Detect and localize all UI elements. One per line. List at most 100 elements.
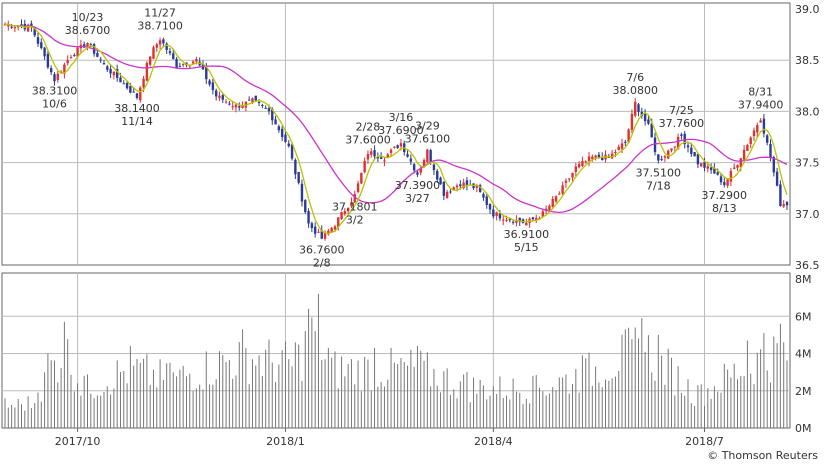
candle-body (248, 100, 250, 101)
candle-body (492, 210, 494, 217)
candle-body (132, 92, 134, 93)
price-y-tick-label: 39.0 (795, 3, 820, 16)
candle-body (753, 130, 755, 136)
candle-body (495, 212, 497, 216)
candle-body (631, 114, 633, 130)
candle-body (146, 63, 148, 81)
candle-body (776, 172, 778, 186)
candle-body (693, 152, 695, 156)
candle-body (215, 91, 217, 97)
candle-body (664, 156, 666, 157)
candle-body (43, 48, 45, 57)
candle-body (172, 53, 174, 59)
candle-body (258, 102, 260, 103)
candle-body (96, 53, 98, 57)
x-tick-label: 2018/7 (685, 435, 724, 448)
price-y-tick-label: 38.5 (795, 54, 820, 67)
candle-body (561, 185, 563, 193)
candle-body (70, 57, 72, 58)
candle-body (763, 119, 765, 134)
candle-body (149, 57, 151, 65)
candle-body (502, 220, 504, 221)
candle-body (710, 167, 712, 170)
price-annotation-label: 38.6700 (65, 24, 111, 37)
candle-body (373, 150, 375, 156)
price-annotation-label: 3/27 (405, 192, 430, 205)
candle-body (657, 154, 659, 160)
candle-body (126, 83, 128, 88)
candle-body (400, 143, 402, 146)
volume-y-tick-label: 2M (795, 385, 812, 398)
candle-body (700, 163, 702, 166)
candle-body (136, 93, 138, 98)
volume-y-tick-label: 4M (795, 348, 812, 361)
candle-body (499, 214, 501, 219)
candle-body (571, 173, 573, 178)
copyright-text: © Thomson Reuters (707, 449, 818, 462)
candle-body (730, 171, 732, 182)
candle-body (317, 232, 319, 233)
candle-body (66, 60, 68, 63)
volume-y-tick-label: 8M (795, 273, 812, 286)
candle-body (687, 145, 689, 147)
x-tick-label: 2018/4 (474, 435, 513, 448)
candle-body (726, 179, 728, 186)
price-annotation-label: 2/28 (356, 120, 381, 133)
candle-body (723, 182, 725, 185)
candle-body (720, 176, 722, 182)
candle-body (238, 106, 240, 107)
candle-body (416, 172, 418, 174)
candle-body (585, 161, 587, 162)
candle-body (129, 86, 131, 93)
x-tick-label: 2017/10 (55, 435, 101, 448)
candle-body (307, 211, 309, 223)
candle-body (231, 106, 233, 107)
candle-body (288, 144, 290, 147)
candle-body (139, 87, 141, 100)
candle-body (588, 157, 590, 162)
price-annotation-label: 2/8 (313, 256, 331, 269)
candle-body (621, 143, 623, 148)
candle-body (228, 104, 230, 105)
candle-body (486, 197, 488, 205)
candle-body (192, 62, 194, 64)
candle-body (634, 102, 636, 116)
candle-body (37, 37, 39, 43)
candle-body (284, 135, 286, 142)
candle-body (565, 181, 567, 183)
candle-body (99, 59, 101, 60)
candle-body (264, 108, 266, 109)
candle-body (10, 27, 12, 28)
price-annotation-label: 37.1801 (332, 200, 378, 213)
candle-body (568, 178, 570, 179)
candle-body (212, 82, 214, 90)
candle-body (222, 95, 224, 100)
candle-body (195, 59, 197, 62)
candle-body (162, 39, 164, 43)
candle-body (750, 138, 752, 144)
price-annotation-label: 37.5100 (636, 167, 682, 180)
candle-body (152, 47, 154, 58)
candle-body (159, 40, 161, 44)
candle-body (548, 206, 550, 210)
price-annotation-label: 38.3100 (32, 85, 78, 98)
candle-body (505, 220, 507, 221)
candle-body (406, 154, 408, 157)
candle-body (301, 184, 303, 202)
candle-body (235, 105, 237, 108)
candle-body (581, 161, 583, 166)
candle-body (759, 120, 761, 122)
candle-body (360, 173, 362, 184)
candle-body (717, 172, 719, 174)
candle-body (40, 42, 42, 48)
candle-body (218, 96, 220, 98)
price-annotation-label: 8/13 (712, 202, 737, 215)
candle-body (446, 192, 448, 198)
candle-body (482, 194, 484, 198)
candle-body (575, 166, 577, 171)
x-tick-label: 2018/1 (266, 435, 305, 448)
price-annotation-label: 10/6 (42, 98, 67, 111)
candle-body (390, 150, 392, 153)
price-annotation-label: 5/15 (514, 241, 539, 254)
